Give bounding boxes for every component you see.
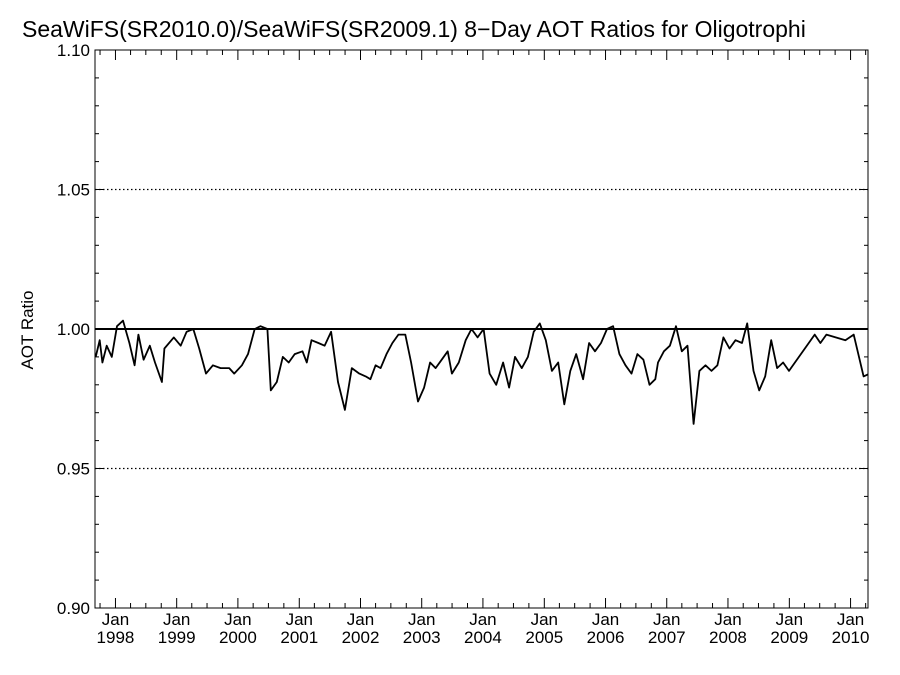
x-tick-month: Jan: [347, 610, 374, 629]
x-tick-year: 2006: [587, 628, 625, 647]
x-tick-year: 2005: [525, 628, 563, 647]
x-tick-year: 2003: [403, 628, 441, 647]
x-tick-month: Jan: [592, 610, 619, 629]
x-tick-year: 2000: [219, 628, 257, 647]
x-tick-month: Jan: [286, 610, 313, 629]
x-tick-year: 1999: [158, 628, 196, 647]
x-tick-month: Jan: [653, 610, 680, 629]
x-tick-month: Jan: [224, 610, 251, 629]
x-tick-month: Jan: [408, 610, 435, 629]
y-tick-label: 0.95: [57, 460, 90, 479]
y-tick-label: 1.05: [57, 181, 90, 200]
x-tick-month: Jan: [531, 610, 558, 629]
x-tick-year: 2002: [342, 628, 380, 647]
y-axis-ticks: 0.90 0.95 1.00 1.05 1.10: [57, 41, 868, 618]
x-tick-month: Jan: [776, 610, 803, 629]
x-tick-year: 2008: [709, 628, 747, 647]
x-tick-month: Jan: [163, 610, 190, 629]
y-tick-label: 0.90: [57, 599, 90, 618]
x-axis-ticks: Jan1998Jan1999Jan2000Jan2001Jan2002Jan20…: [97, 50, 870, 647]
x-tick-year: 2010: [832, 628, 870, 647]
series-layer: [95, 319, 868, 425]
x-tick-month: Jan: [102, 610, 129, 629]
x-tick-month: Jan: [837, 610, 864, 629]
x-tick-year: 2004: [464, 628, 502, 647]
x-tick-year: 1998: [97, 628, 135, 647]
x-tick-year: 2007: [648, 628, 686, 647]
chart-title: SeaWiFS(SR2010.0)/SeaWiFS(SR2009.1) 8−Da…: [22, 16, 806, 42]
gridlines: [95, 188, 868, 470]
y-tick-label: 1.00: [57, 320, 90, 339]
x-tick-month: Jan: [714, 610, 741, 629]
x-tick-year: 2009: [770, 628, 808, 647]
x-tick-year: 2001: [280, 628, 318, 647]
y-tick-label: 1.10: [57, 41, 90, 60]
series-line-0: [95, 319, 868, 425]
x-tick-month: Jan: [469, 610, 496, 629]
